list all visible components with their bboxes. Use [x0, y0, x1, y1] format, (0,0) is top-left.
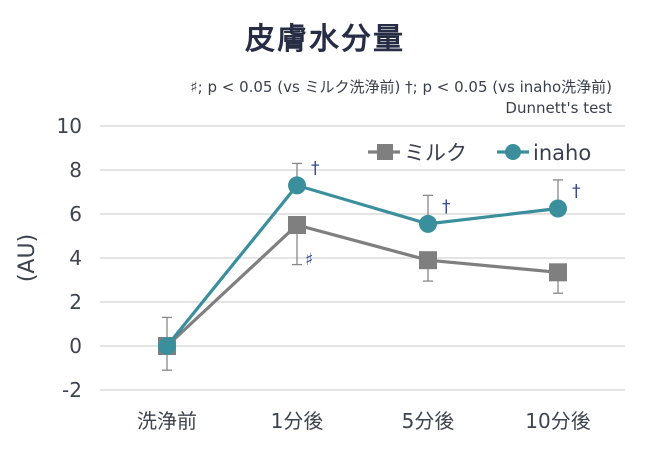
y-tick-label: 2	[69, 290, 82, 314]
legend-label: inaho	[533, 141, 591, 165]
data-point-inaho	[288, 176, 306, 195]
data-point-inaho	[549, 199, 567, 218]
data-point-inaho	[419, 214, 437, 233]
chart-title: 皮膚水分量	[245, 22, 405, 57]
y-tick-label: 0	[69, 334, 82, 358]
y-tick-label: -2	[62, 378, 82, 402]
x-tick-label: 10分後	[525, 409, 590, 433]
legend-marker	[505, 144, 521, 160]
x-tick-label: 洗浄前	[137, 409, 197, 433]
data-point-inaho	[158, 337, 176, 355]
series-line-ミルク	[165, 223, 559, 348]
significance-note: ♯; p < 0.05 (vs ミルク洗浄前) †; p < 0.05 (vs …	[190, 78, 612, 96]
significance-mark: †	[572, 182, 581, 202]
legend-marker	[377, 144, 393, 160]
x-tick-label: 5分後	[402, 409, 455, 433]
significance-mark: ♯	[305, 250, 313, 270]
series-line-inaho	[165, 183, 559, 348]
significance-mark: †	[311, 158, 320, 178]
data-point-ミルク	[288, 216, 306, 234]
y-tick-label: 8	[69, 158, 82, 182]
y-tick-label: 4	[69, 246, 82, 270]
data-point-ミルク	[549, 263, 567, 282]
test-note: Dunnett's test	[505, 99, 612, 117]
y-tick-label: 6	[69, 202, 82, 226]
legend-label: ミルク	[404, 141, 467, 165]
x-tick-label: 1分後	[271, 409, 324, 433]
y-tick-label: 10	[57, 114, 82, 138]
significance-mark: †	[442, 197, 451, 217]
y-axis-label: (AU)	[15, 234, 40, 282]
data-point-ミルク	[419, 251, 437, 270]
